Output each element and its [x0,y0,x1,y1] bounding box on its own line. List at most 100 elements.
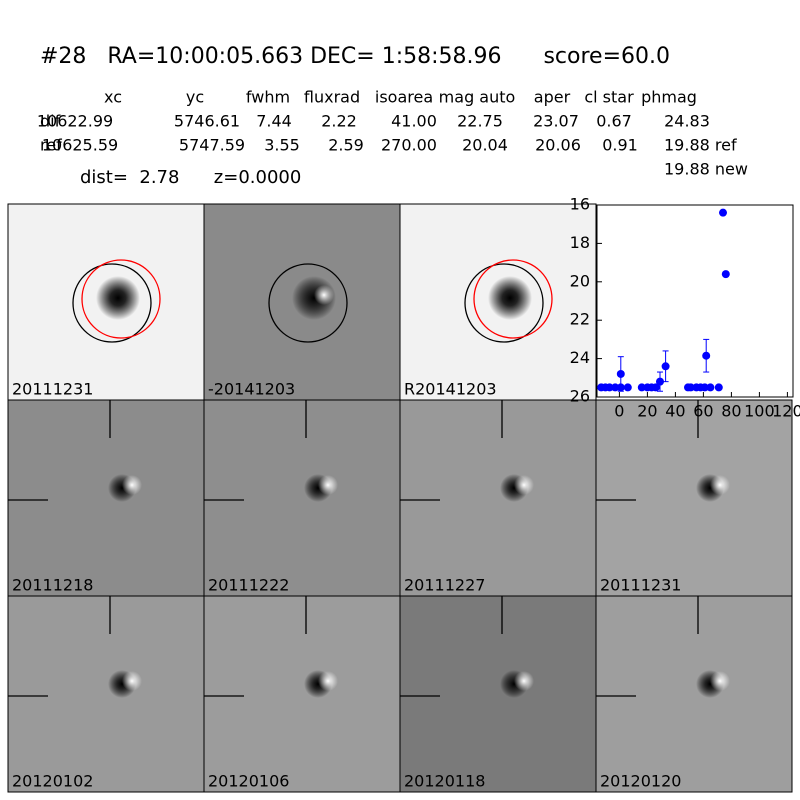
image-panel: -20141203 [203,203,401,401]
aperture [464,263,544,343]
cell: 7.44 [256,112,292,131]
point [616,369,625,378]
cell: 5746.61 [174,112,240,131]
row-label: dif [40,112,61,131]
point [656,377,664,386]
panel-label: 20111218 [12,576,93,595]
aperture [268,263,348,343]
aperture-ref [81,259,161,339]
point [706,383,715,392]
column-header: isoarea [375,88,433,107]
cell: 41.00 [391,112,437,131]
column-header: phmag [641,88,697,107]
source-glow [122,671,142,691]
note: 19.88 new [664,160,748,179]
cell: 20.06 [535,136,581,155]
point [605,383,614,392]
source-blob [96,276,140,320]
panel-image [7,399,205,597]
image-panel: 20111231 [7,203,205,401]
point [686,383,695,392]
source-blob [488,276,532,320]
cell: 19.88 ref [664,136,737,155]
panel-label: R20141203 [404,380,497,399]
cell: 24.83 [664,112,710,131]
cell: 5747.59 [179,136,245,155]
column-header: cl star [584,88,634,107]
panel-label: 20120118 [404,772,485,791]
column-header: fwhm [246,88,290,107]
panel-image [7,595,205,793]
panel-image [595,399,793,597]
panel-image [399,595,597,793]
panel-label: 20120120 [600,772,681,791]
column-header: yc [186,88,204,107]
column-header: aper [534,88,571,107]
image-panel: 20111227 [399,399,597,597]
column-header: xc [104,88,122,107]
y-tick-label: 26 [570,387,590,406]
x-tick-label: 0 [614,402,624,421]
panel-label: 20111227 [404,576,485,595]
panel-label: 20111231 [600,576,681,595]
y-tick-label: 18 [570,233,590,252]
panel-label: 20120106 [208,772,289,791]
y-tick-label: 20 [570,271,590,290]
source-glow [122,475,142,495]
panel-image [399,399,597,597]
source-glow [318,475,338,495]
x-tick-label: 120 [772,402,800,421]
column-header: mag auto [439,88,516,107]
source-glow [514,671,534,691]
point [661,362,670,371]
source-glow [514,475,534,495]
panel-label: 20120102 [12,772,93,791]
cell: 3.55 [264,136,300,155]
dist-line: dist= 2.78 z=0.0000 [80,167,301,188]
panel-image [595,595,793,793]
source-glow [314,285,334,305]
cell: 0.91 [602,136,638,155]
image-panel: 20120120 [595,595,793,793]
point [721,270,730,279]
x-tick-label: 60 [693,402,713,421]
image-panel: 20111222 [203,399,401,597]
cell: 10625.59 [42,136,118,155]
panel-label: 20111231 [12,380,93,399]
image-panel: 20111231 [595,399,793,597]
cell: 270.00 [381,136,437,155]
column-header: fluxrad [304,88,360,107]
point [651,383,660,392]
y-tick-label: 24 [570,348,590,367]
source-glow [710,671,730,691]
aperture-ref [473,259,553,339]
cell: 2.22 [321,112,357,131]
panel-image [203,399,401,597]
point [611,383,620,392]
cell: 22.75 [457,112,503,131]
point [702,351,711,360]
point [714,383,723,392]
point [700,383,709,392]
image-panel: 20120118 [399,595,597,793]
cell: 20.04 [462,136,508,155]
image-panel: 20111218 [7,399,205,597]
cell: 2.59 [328,136,364,155]
panel-image [203,595,401,793]
row-label: ref [40,136,62,155]
x-tick-label: 40 [665,402,685,421]
point [623,383,632,392]
source-glow [318,671,338,691]
plot-area [596,204,794,398]
x-tick-label: 100 [744,402,775,421]
x-tick-label: 80 [721,402,741,421]
cell: 0.67 [596,112,632,131]
aperture [72,263,152,343]
title: #28 RA=10:00:05.663 DEC= 1:58:58.96 scor… [40,44,670,69]
cell: 10622.99 [37,112,113,131]
y-tick-label: 16 [570,195,590,214]
image-panel: 20120106 [203,595,401,793]
source-glow [710,475,730,495]
image-panel: 20120102 [7,595,205,793]
